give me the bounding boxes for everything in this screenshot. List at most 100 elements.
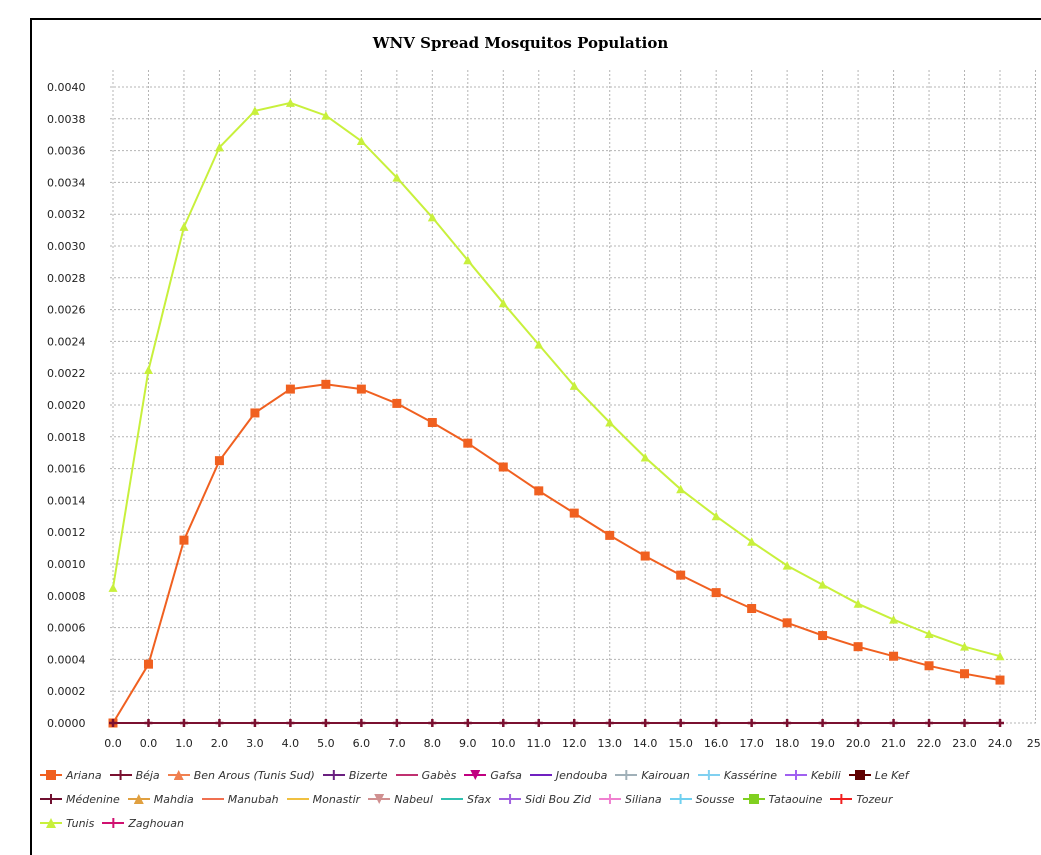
x-tick-label: 6.0 [353,737,371,750]
x-tick-label: 0.0 [140,737,158,750]
legend-swatch [598,793,621,805]
legend-item: Zaghouan [102,817,184,830]
legend-label: Siliana [624,792,662,806]
x-tick-label: 18.0 [775,737,800,750]
data-point [605,417,615,427]
data-point [534,340,544,349]
data-point [463,719,472,727]
y-tick-label: 0.0034 [47,176,86,189]
data-point [641,719,650,727]
legend-item: Jendouba [529,768,608,782]
legend-swatch [464,769,487,781]
data-point [356,384,366,394]
x-tick-label: 21.0 [881,737,906,750]
legend-item: Kairouan [615,769,690,782]
legend-item: Kebili [784,768,841,782]
legend-swatch [40,817,62,829]
legend-swatch [669,793,692,805]
x-tick-label: 5.0 [317,737,335,750]
data-point [818,631,828,641]
legend-swatch [440,793,463,805]
y-tick-label: 0.0014 [47,494,86,507]
data-point [782,618,792,628]
x-tick-label: 7.0 [388,737,406,750]
data-point [854,719,863,727]
data-point [712,719,721,727]
data-point [463,438,473,448]
legend-swatch [395,769,418,781]
x-tick-label: 23.0 [952,737,977,750]
data-point [179,222,189,231]
data-point [605,719,614,727]
legend-swatch [102,817,125,829]
legend-item: Bizerte [322,768,388,782]
y-tick-label: 0.0036 [47,145,86,158]
data-point [108,583,118,592]
x-tick-label: 16.0 [704,737,729,750]
legend-row: Ariana Béja Ben Arous (Tunis Sud) Bizerte Ga… [40,768,917,784]
x-tick-label: 2.0 [211,737,229,750]
legend-label: Ariana [66,768,102,782]
legend-swatch [368,793,391,805]
x-tick-label: 25. [1027,737,1041,750]
legend-label: Zaghouan [128,816,184,830]
legend-item: Tunis [40,817,94,830]
legend-swatch [286,793,309,805]
y-tick-label: 0.0022 [47,367,86,380]
data-point [747,604,757,614]
x-tick-label: 4.0 [282,737,300,750]
legend-label: Kebili [810,768,841,782]
data-point [960,719,969,727]
data-point [569,381,579,390]
data-point [818,580,828,589]
x-tick-label: 20.0 [846,737,871,750]
legend-item: Tozeur [830,793,893,806]
legend-swatch [697,769,720,781]
x-tick-label: 1.0 [175,737,193,750]
data-point [534,719,543,727]
data-point [783,719,792,727]
x-tick-label: 12.0 [562,737,587,750]
legend-label: Sousse [695,792,735,806]
legend-label: Kairouan [641,768,690,782]
legend-item: Médenine [40,793,120,806]
y-tick-label: 0.0000 [47,717,86,730]
legend-label: Béja [135,768,160,782]
legend-swatch [127,793,150,805]
data-point [321,111,331,120]
y-tick-label: 0.0002 [47,685,86,698]
data-point [143,659,153,669]
data-point [996,719,1004,727]
data-point [179,535,189,545]
plot-area: 0.00000.00020.00040.00060.00080.00100.00… [47,70,1041,750]
data-point [357,719,366,727]
data-point [853,642,863,652]
legend-swatch [40,769,62,781]
data-point [109,719,117,727]
y-tick-label: 0.0012 [47,526,86,539]
legend-label: Jendouba [555,768,608,782]
data-point [711,588,721,598]
y-tick-label: 0.0038 [47,113,86,126]
legend-label: Ben Arous (Tunis Sud) [193,768,315,782]
data-point [924,661,934,671]
x-tick-label: 11.0 [527,737,552,750]
data-point [640,452,650,462]
plot-background [110,70,1036,725]
data-point [321,379,331,389]
data-point [889,651,899,661]
y-tick-label: 0.0020 [47,399,86,412]
data-point [250,106,260,115]
legend-item: Béja [109,768,160,782]
legend-item: Sfax [440,793,491,806]
legend-item: Manubah [201,793,279,806]
data-point [570,719,579,727]
data-point [960,669,970,679]
data-point [747,537,757,546]
data-point [215,719,224,727]
y-tick-label: 0.0008 [47,590,86,603]
x-tick-label: 22.0 [917,737,942,750]
legend-label: Bizerte [348,768,388,782]
legend-swatch [615,769,638,781]
legend-swatch [201,793,224,805]
